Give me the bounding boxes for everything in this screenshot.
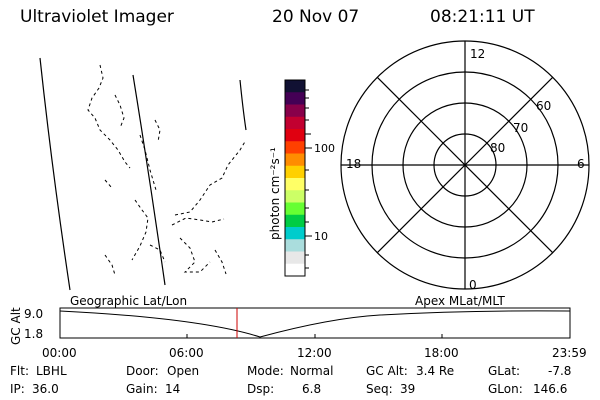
status-label: Door: [126, 364, 159, 378]
geographic-map [39, 57, 247, 291]
apex-label: Apex MLat/MLT [415, 294, 505, 308]
time-tick: 18:00 [424, 346, 459, 360]
mlt-label-18: 18 [346, 157, 361, 171]
lat-label-60: 60 [536, 99, 551, 113]
status-label: Mode: [247, 364, 284, 378]
colorbar-band [285, 104, 305, 118]
colorbar-band [285, 116, 305, 130]
status-value: -7.8 [548, 364, 572, 378]
status-label: GLat: [488, 364, 521, 378]
colorbar-unit-label: photon cm⁻²s⁻¹ [268, 147, 282, 240]
colorbar-band [285, 178, 305, 191]
lat-label-70: 70 [513, 121, 528, 135]
geographic-label: Geographic Lat/Lon [70, 294, 188, 308]
colorbar-band [285, 263, 305, 277]
status-label: GC Alt: [366, 364, 408, 378]
status-value: 14 [165, 382, 181, 396]
status-value: 146.6 [533, 382, 568, 396]
status-label: Dsp: [247, 382, 275, 396]
colorbar-band [285, 92, 305, 105]
status-value: 3.4 Re [416, 364, 455, 378]
mlt-label-0: 0 [469, 278, 477, 292]
colorbar-band [285, 165, 305, 179]
mlt-label-6: 6 [577, 157, 585, 171]
status-label: IP: [10, 382, 25, 396]
altitude-curve [59, 310, 571, 338]
colorbar-band [285, 190, 305, 203]
header-date: 20 Nov 07 [272, 7, 360, 27]
header-title: Ultraviolet Imager [20, 7, 174, 27]
status-value: 36.0 [32, 382, 59, 396]
status-value: 6.8 [302, 382, 322, 396]
colorbar-band [285, 239, 305, 252]
colorbar [285, 80, 305, 277]
status-value: 39 [400, 382, 416, 396]
status-value: Open [167, 364, 200, 378]
altitude-axis-label: GC Alt [9, 307, 23, 345]
colorbar-band [285, 153, 305, 167]
status-label: Flt: [10, 364, 29, 378]
colorbar-band [285, 251, 305, 265]
lat-label-80: 80 [490, 141, 505, 155]
colorbar-band [285, 202, 305, 216]
longitude-line [39, 57, 71, 291]
colorbar-frame [284, 79, 306, 277]
time-tick: 12:00 [297, 346, 332, 360]
colorbar-band [285, 129, 305, 142]
colorbar-tick-label: 10 [314, 230, 328, 243]
longitude-line [132, 74, 166, 286]
time-tick: 06:00 [169, 346, 204, 360]
coastline [87, 64, 247, 276]
altitude-panel-frame [59, 307, 571, 339]
header-time: 08:21:11 UT [430, 7, 535, 27]
status-label: GLon: [488, 382, 523, 396]
colorbar-band [285, 214, 305, 228]
colorbar-ticks [305, 89, 312, 269]
colorbar-tick-label: 100 [314, 142, 335, 155]
status-value: Normal [290, 364, 334, 378]
longitude-line [239, 79, 247, 131]
altitude-y-tick: 1.8 [24, 327, 43, 341]
colorbar-band [285, 141, 305, 154]
status-value: LBHL [36, 364, 67, 378]
time-tick: 00:00 [42, 346, 77, 360]
mlt-label-12: 12 [470, 47, 485, 61]
colorbar-band [285, 80, 305, 93]
status-label: Gain: [126, 382, 158, 396]
polar-plot [340, 40, 590, 290]
altitude-x-ticks [59, 334, 571, 338]
time-tick: 23:59 [552, 346, 587, 360]
colorbar-band [285, 227, 305, 240]
status-label: Seq: [366, 382, 393, 396]
altitude-y-tick: 9.0 [24, 307, 43, 321]
